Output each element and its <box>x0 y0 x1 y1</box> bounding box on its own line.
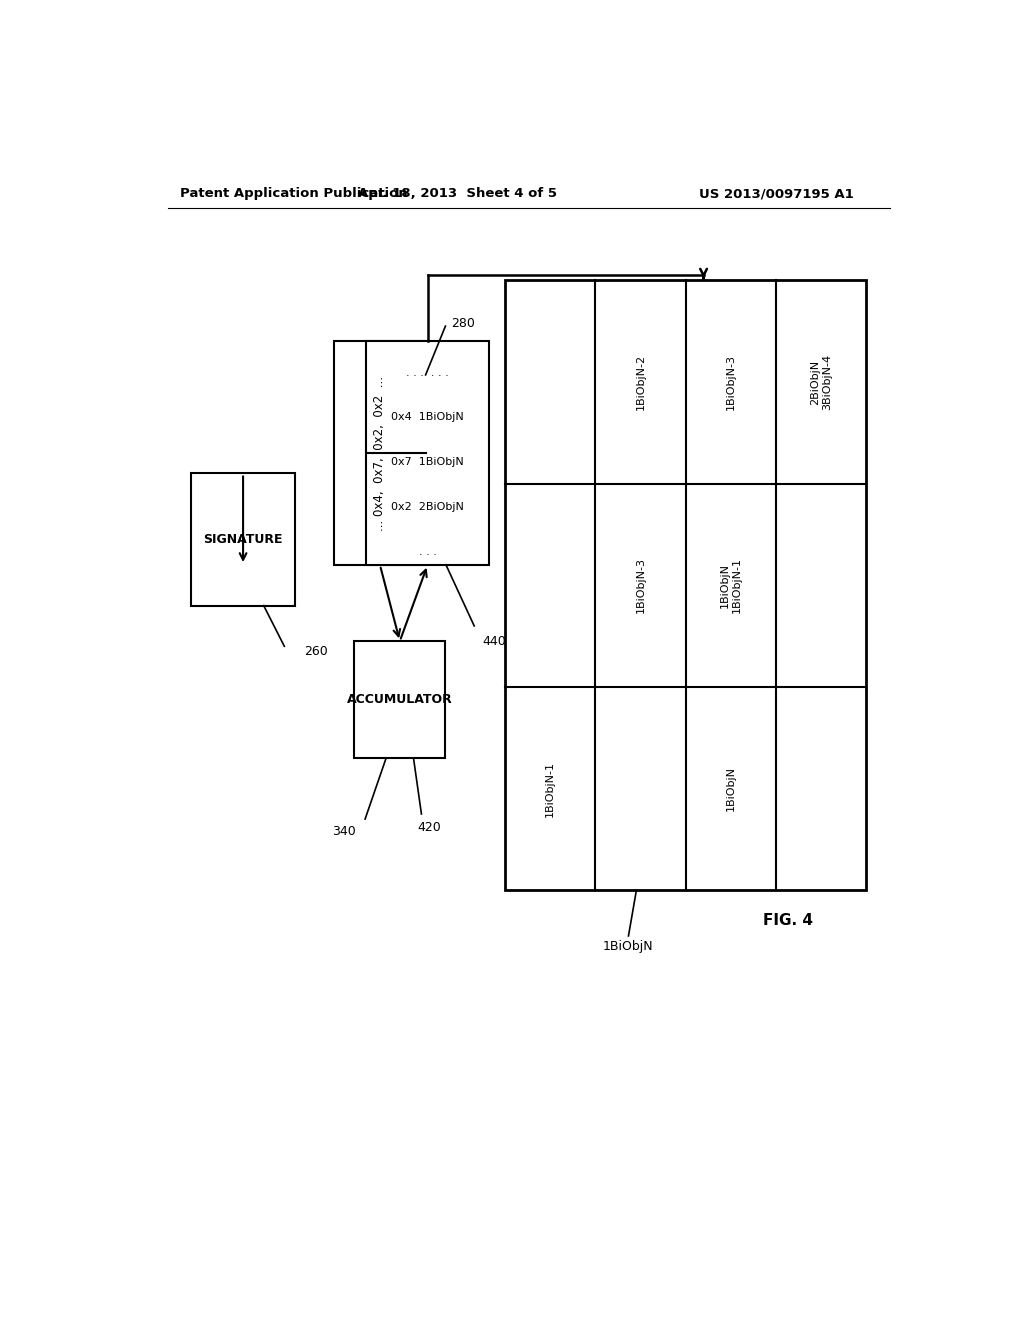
Bar <box>334 342 426 565</box>
Text: ... 0x4,  0x7,  0x2,  0x2  ...: ... 0x4, 0x7, 0x2, 0x2 ... <box>374 376 386 531</box>
Text: 2BiObjN
3BiObjN-4: 2BiObjN 3BiObjN-4 <box>810 354 831 411</box>
Text: ACCUMULATOR: ACCUMULATOR <box>347 693 453 706</box>
Text: 0x2  2BiObjN: 0x2 2BiObjN <box>391 502 464 512</box>
Text: 340: 340 <box>332 825 355 838</box>
Text: 440: 440 <box>482 635 506 648</box>
Bar <box>191 474 295 606</box>
Text: 1BiObjN: 1BiObjN <box>726 766 735 810</box>
Text: 0x4  1BiObjN: 0x4 1BiObjN <box>391 412 464 422</box>
Text: 1BiObjN-3: 1BiObjN-3 <box>726 354 735 411</box>
Bar <box>505 280 866 890</box>
Text: . . .: . . . <box>419 546 436 557</box>
Text: . . .  . . .: . . . . . . <box>407 368 449 378</box>
Text: 0x7  1BiObjN: 0x7 1BiObjN <box>391 457 464 467</box>
Text: SIGNATURE: SIGNATURE <box>204 533 283 546</box>
Text: FIG. 4: FIG. 4 <box>763 913 813 928</box>
Text: US 2013/0097195 A1: US 2013/0097195 A1 <box>699 187 854 201</box>
Text: 260: 260 <box>304 645 328 657</box>
Text: 1BiObjN: 1BiObjN <box>603 940 653 953</box>
Text: 420: 420 <box>418 821 441 834</box>
Text: Apr. 18, 2013  Sheet 4 of 5: Apr. 18, 2013 Sheet 4 of 5 <box>357 187 557 201</box>
Text: 1BiObjN-2: 1BiObjN-2 <box>635 354 645 411</box>
Text: Patent Application Publication: Patent Application Publication <box>179 187 408 201</box>
Bar <box>367 342 489 565</box>
Text: 1BiObjN-3: 1BiObjN-3 <box>635 557 645 614</box>
Text: 1BiObjN-1: 1BiObjN-1 <box>545 760 555 817</box>
Bar <box>354 642 445 758</box>
Text: 280: 280 <box>451 317 475 330</box>
Text: 1BiObjN
1BiObjN-1: 1BiObjN 1BiObjN-1 <box>720 557 741 614</box>
